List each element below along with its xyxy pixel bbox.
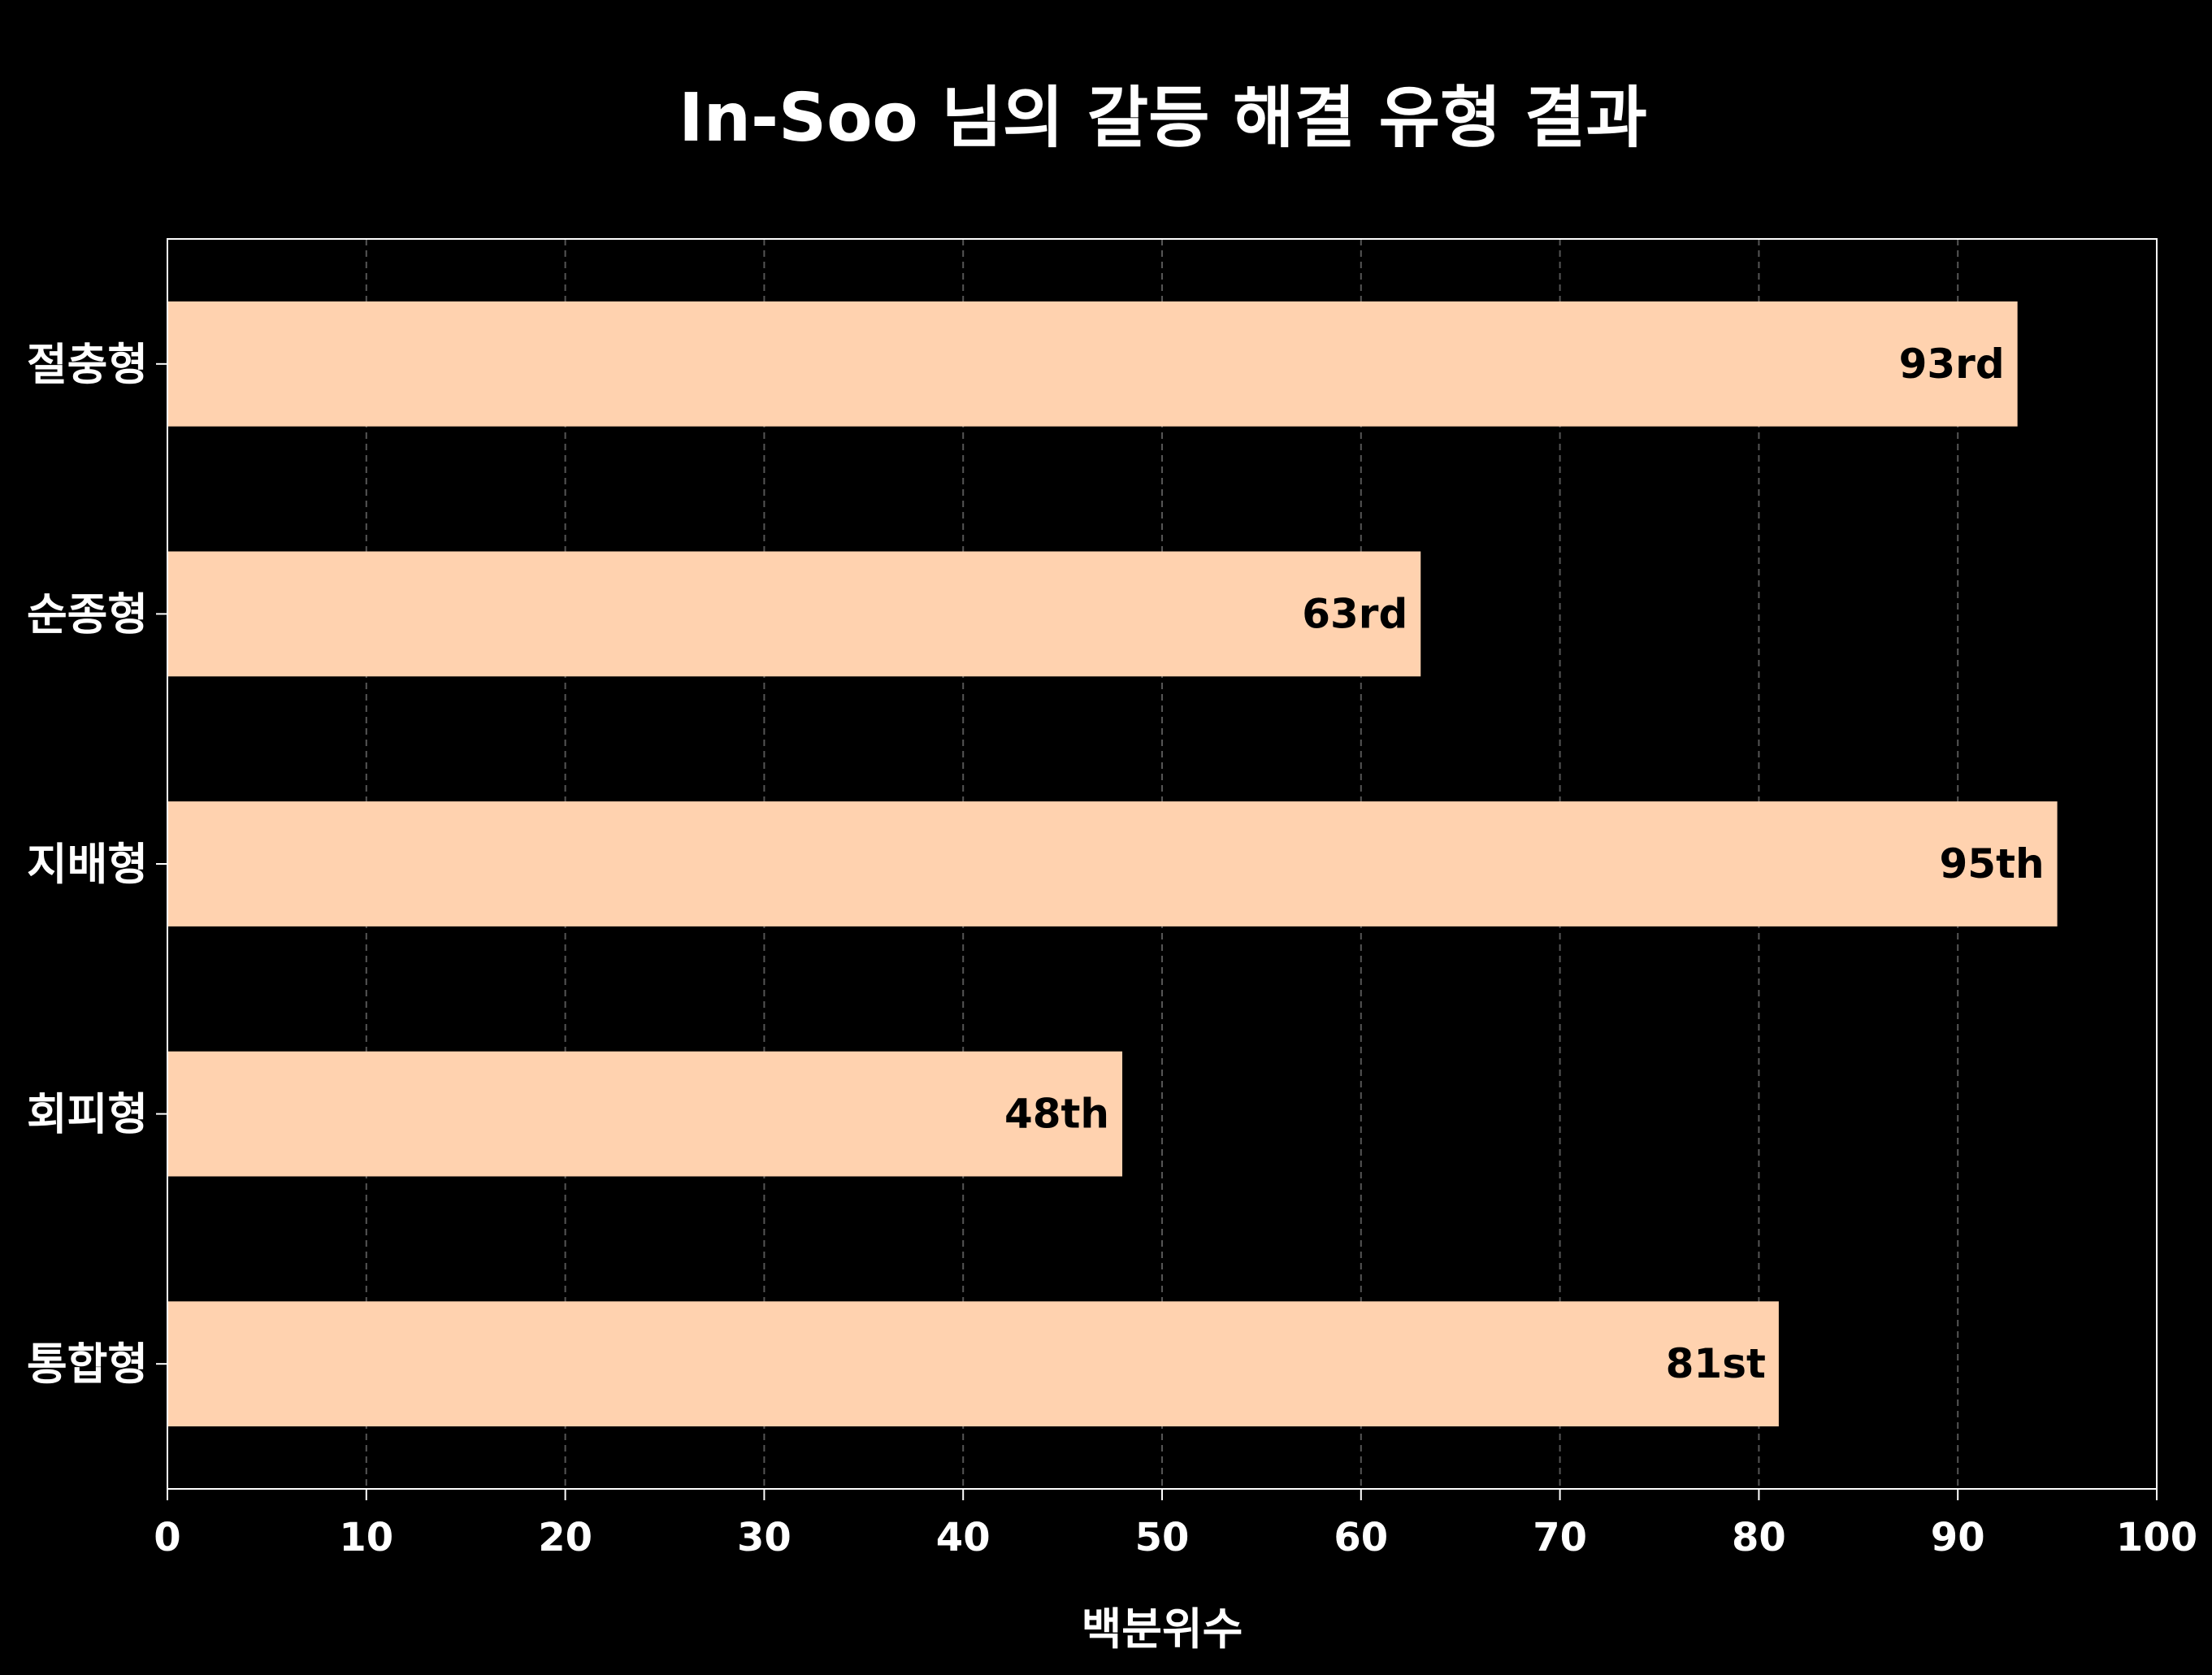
y-category-label: 회피형	[27, 1089, 148, 1140]
bars: 93rd 63rd 95th 48th 81st	[167, 301, 2058, 1427]
chart-title: In-Soo 님의 갈등 해결 유형 결과	[679, 80, 1647, 157]
bar	[167, 1301, 1779, 1427]
x-tick-label: 20	[538, 1515, 592, 1560]
x-axis-label: 백분위수	[1082, 1603, 1243, 1655]
x-tick-label: 50	[1135, 1515, 1190, 1560]
x-tick-label: 0	[154, 1515, 180, 1560]
x-tick-label: 60	[1334, 1515, 1388, 1560]
y-category-label: 통합형	[27, 1339, 148, 1390]
bar-value-label: 48th	[1004, 1091, 1109, 1138]
y-category-label: 지배형	[27, 839, 148, 890]
grid-lines	[167, 239, 2158, 1489]
y-category-label: 절충형	[27, 339, 148, 390]
bar-value-label: 93rd	[1899, 341, 2005, 388]
bar	[167, 301, 2018, 427]
x-axis-ticks: 0 10 20 30 40 50 60 70 80 90 100	[154, 1489, 2197, 1560]
x-tick-label: 70	[1533, 1515, 1587, 1560]
x-tick-label: 10	[339, 1515, 393, 1560]
bar-value-label: 81st	[1666, 1340, 1766, 1387]
x-tick-label: 100	[2116, 1515, 2197, 1560]
bar	[167, 1051, 1123, 1177]
x-tick-label: 90	[1931, 1515, 1985, 1560]
y-category-label: 순종형	[27, 588, 148, 640]
bar	[167, 551, 1421, 677]
bar	[167, 801, 2058, 926]
x-tick-label: 80	[1732, 1515, 1786, 1560]
bar-value-label: 95th	[1940, 840, 2045, 887]
x-tick-label: 40	[936, 1515, 991, 1560]
x-tick-label: 30	[737, 1515, 792, 1560]
bar-value-label: 63rd	[1302, 590, 1407, 637]
